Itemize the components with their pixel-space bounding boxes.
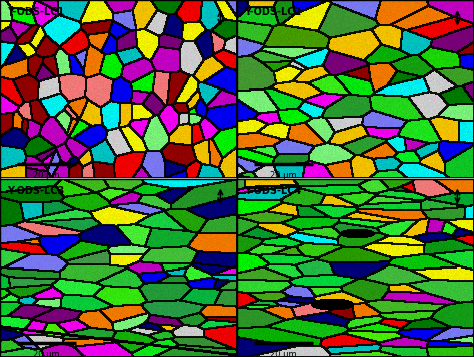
Text: Y-ODS-LC1: Y-ODS-LC1: [7, 7, 64, 17]
Text: 20 μm: 20 μm: [33, 171, 60, 180]
Text: Y-ODS-LC4: Y-ODS-LC4: [244, 186, 301, 196]
Text: 20 μm: 20 μm: [270, 171, 297, 180]
Text: Y-ODS-LC2: Y-ODS-LC2: [244, 7, 301, 17]
Text: 20 μm: 20 μm: [33, 350, 60, 357]
Text: 20 μm: 20 μm: [270, 350, 297, 357]
Text: Y-ODS-LC3: Y-ODS-LC3: [7, 186, 64, 196]
